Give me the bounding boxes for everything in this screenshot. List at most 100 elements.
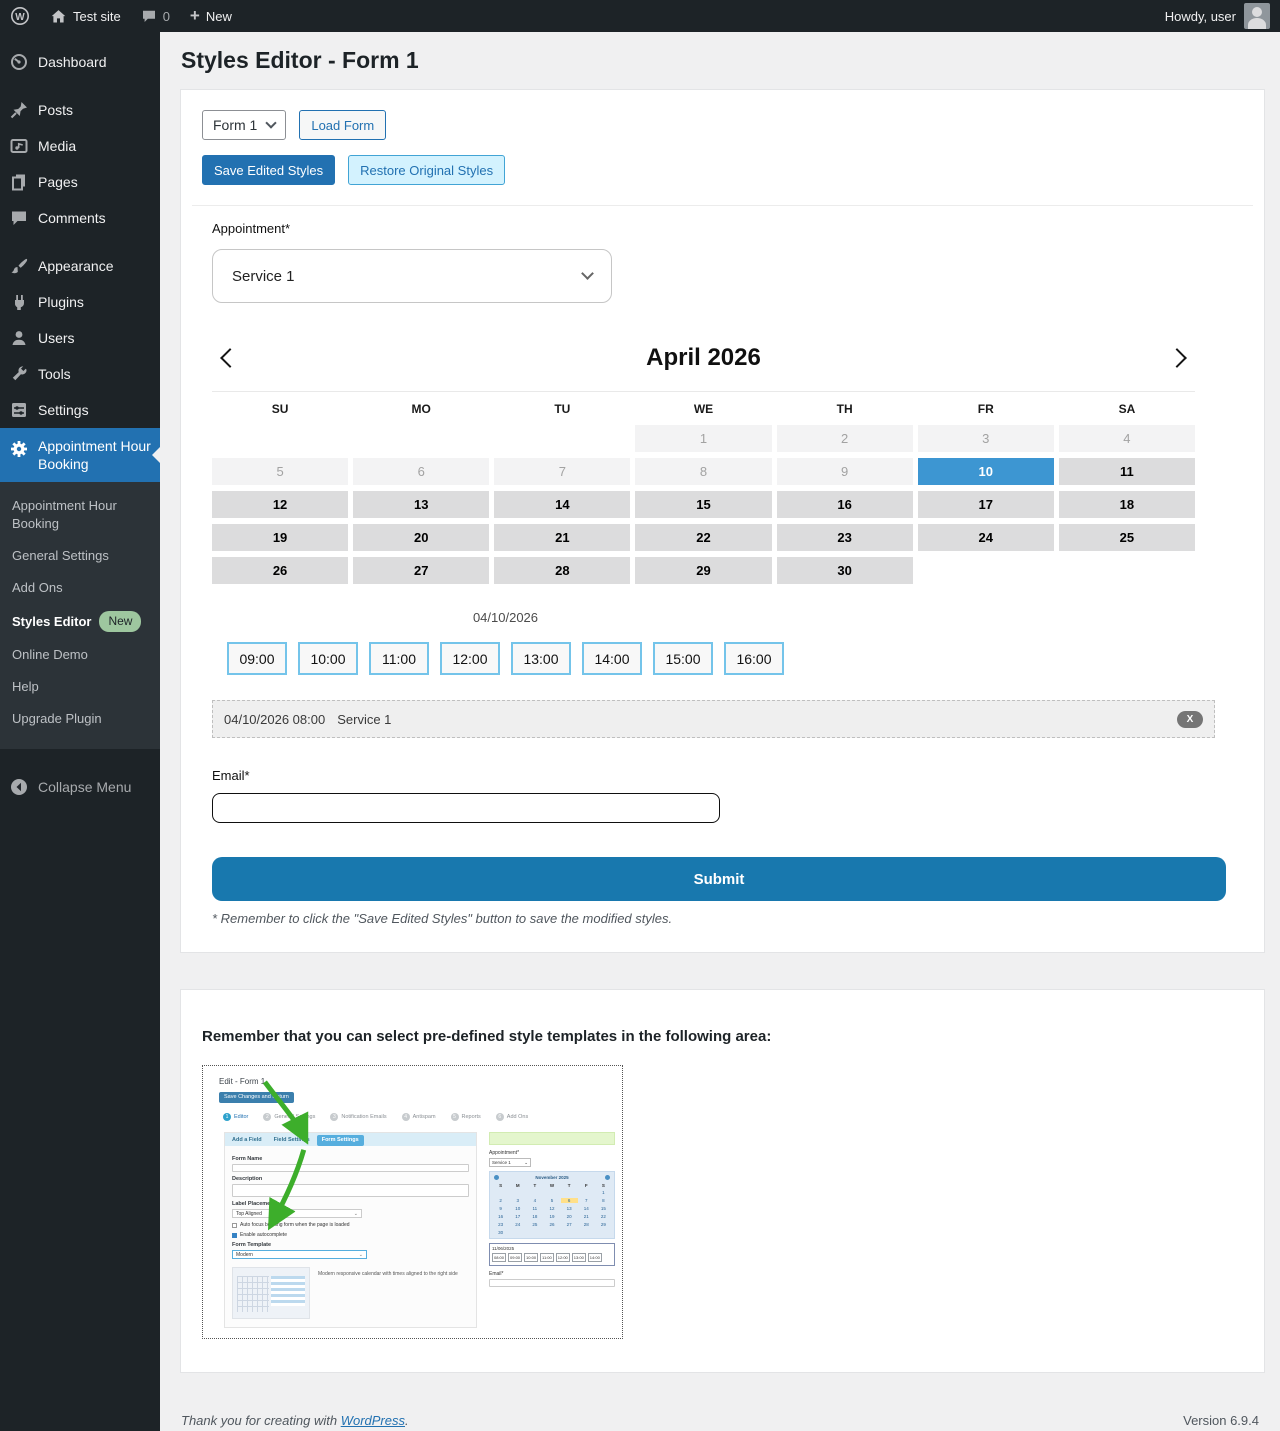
sidebar-item-plugins[interactable]: Plugins bbox=[0, 284, 160, 320]
new-badge: New bbox=[99, 611, 142, 632]
wordpress-link[interactable]: WordPress bbox=[340, 1413, 405, 1428]
thumb-calendar-numbers: 1 2 3 4 5 6 7 8 9 10 11 12 13 14 15 16 17 18 19 20 21 22 23 24 2… bbox=[498, 1190, 606, 1235]
wrench-icon bbox=[12, 366, 27, 381]
submenu-add-ons[interactable]: Add Ons bbox=[12, 580, 63, 595]
restore-original-styles-button[interactable]: Restore Original Styles bbox=[348, 155, 506, 185]
calendar-day[interactable]: 23 bbox=[776, 524, 913, 551]
calendar-day[interactable]: 29 bbox=[635, 557, 772, 584]
time-slot-button[interactable]: 13:00 bbox=[511, 642, 571, 675]
calendar-day bbox=[494, 425, 630, 452]
next-month-button[interactable] bbox=[1165, 343, 1195, 373]
calendar-day[interactable]: 17 bbox=[917, 491, 1054, 518]
thumb-tabs: 1 Editor 2 General Settings 3 Notification Em… bbox=[223, 1113, 616, 1121]
day-header: MO bbox=[411, 402, 431, 416]
new-label: New bbox=[205, 8, 232, 24]
submenu-general-settings[interactable]: General Settings bbox=[12, 548, 109, 563]
calendar-grid: 1 2 3 4 5 6 7 8 9 10 11 12 13 14 15 16 17 18 19 20 21 22 23 24 2… bbox=[212, 425, 1195, 584]
calendar-day[interactable]: 10 bbox=[917, 458, 1054, 485]
sidebar-item-comments[interactable]: Comments bbox=[0, 200, 160, 236]
sidebar-item-settings[interactable]: Settings bbox=[0, 392, 160, 428]
comment-icon bbox=[12, 211, 26, 225]
calendar-day[interactable]: 26 bbox=[212, 557, 349, 584]
remove-booking-button[interactable]: X bbox=[1177, 710, 1203, 728]
time-slot-button[interactable]: 16:00 bbox=[724, 642, 784, 675]
form-select[interactable]: Form 1 bbox=[202, 110, 287, 140]
calendar-day[interactable]: 12 bbox=[212, 491, 349, 518]
settings-icon bbox=[12, 403, 26, 417]
site-name-link[interactable]: Test site bbox=[40, 0, 131, 32]
submenu-styles-editor[interactable]: Styles Editor New bbox=[0, 604, 160, 639]
thumb-template-preview-image bbox=[232, 1267, 310, 1319]
time-slot-button[interactable]: 10:00 bbox=[298, 642, 358, 675]
svg-text:W: W bbox=[15, 12, 25, 23]
time-slot-button[interactable]: 14:00 bbox=[582, 642, 642, 675]
admin-sidebar: Dashboard Posts Media Pages Comments App… bbox=[0, 32, 160, 1431]
sidebar-item-dashboard[interactable]: Dashboard bbox=[0, 44, 160, 80]
prev-month-button[interactable] bbox=[212, 343, 242, 373]
calendar-day[interactable]: 27 bbox=[353, 557, 490, 584]
thumb-tab: 4 Antispam bbox=[401, 1113, 436, 1121]
calendar-month-title: April 2026 bbox=[646, 344, 761, 371]
comments-shortcut[interactable]: 0 bbox=[131, 0, 180, 32]
paintbrush-icon bbox=[11, 258, 28, 274]
thumb-tab: 5 Reports bbox=[450, 1113, 481, 1121]
day-header: FR bbox=[977, 402, 994, 416]
calendar-day[interactable]: 22 bbox=[635, 524, 772, 551]
wordpress-logo-icon[interactable]: W bbox=[0, 0, 40, 32]
time-slot-button[interactable]: 11:00 bbox=[369, 642, 429, 675]
submenu-help[interactable]: Help bbox=[12, 679, 39, 694]
submenu-upgrade-plugin[interactable]: Upgrade Plugin bbox=[12, 711, 102, 726]
calendar-day: 9 bbox=[776, 458, 913, 485]
calendar-day[interactable]: 24 bbox=[917, 524, 1054, 551]
collapse-menu-button[interactable]: Collapse Menu bbox=[0, 767, 160, 807]
sidebar-item-appearance[interactable]: Appearance bbox=[0, 248, 160, 284]
chevron-down-icon bbox=[265, 117, 278, 129]
thumb-subtabs: Add a Field Field Settings Form Settings bbox=[225, 1133, 476, 1146]
submenu-online-demo[interactable]: Online Demo bbox=[12, 647, 88, 662]
email-field[interactable] bbox=[212, 793, 720, 823]
plugin-icon bbox=[14, 295, 24, 310]
calendar-day[interactable]: 25 bbox=[1058, 524, 1195, 551]
sidebar-item-pages[interactable]: Pages bbox=[0, 164, 160, 200]
time-slot-button[interactable]: 15:00 bbox=[653, 642, 713, 675]
site-name-label: Test site bbox=[73, 8, 121, 24]
sidebar-item-appointment-hour-booking[interactable]: Appointment Hour Booking bbox=[0, 428, 160, 482]
account-menu[interactable]: Howdy, user bbox=[1155, 0, 1280, 32]
sidebar-item-tools[interactable]: Tools bbox=[0, 356, 160, 392]
calendar-day[interactable]: 21 bbox=[494, 524, 631, 551]
save-edited-styles-button[interactable]: Save Edited Styles bbox=[202, 155, 336, 185]
calendar-day[interactable]: 30 bbox=[776, 557, 913, 584]
calendar-day[interactable]: 28 bbox=[494, 557, 631, 584]
calendar-day[interactable]: 13 bbox=[353, 491, 490, 518]
calendar-day[interactable]: 20 bbox=[353, 524, 490, 551]
sidebar-item-posts[interactable]: Posts bbox=[0, 92, 160, 128]
submit-button[interactable]: Submit bbox=[212, 857, 1226, 901]
submenu-appointment-hour-booking[interactable]: Appointment Hour Booking bbox=[12, 498, 117, 531]
service-select[interactable]: Service 1 bbox=[212, 249, 612, 303]
calendar-day[interactable]: 15 bbox=[635, 491, 772, 518]
calendar-day bbox=[918, 557, 1054, 584]
page-title: Styles Editor - Form 1 bbox=[181, 47, 419, 73]
load-form-button[interactable]: Load Form bbox=[299, 110, 387, 140]
calendar-day[interactable]: 19 bbox=[212, 524, 349, 551]
sidebar-item-media[interactable]: Media bbox=[0, 128, 160, 164]
time-slot-button[interactable]: 12:00 bbox=[440, 642, 500, 675]
thumb-tab: 6 Add Ons bbox=[495, 1113, 528, 1121]
admin-bar: W Test site 0 + New Howdy, user bbox=[0, 0, 1280, 32]
calendar-day[interactable]: 14 bbox=[494, 491, 631, 518]
calendar-day[interactable]: 11 bbox=[1058, 458, 1195, 485]
time-slot-button[interactable]: 09:00 bbox=[227, 642, 287, 675]
booking-datetime: 04/10/2026 08:00 bbox=[224, 711, 326, 727]
sidebar-item-users[interactable]: Users bbox=[0, 320, 160, 356]
comment-bubble-icon bbox=[142, 10, 155, 22]
templates-hint-heading: Remember that you can select pre-defined… bbox=[202, 1028, 772, 1045]
calendar-day: 7 bbox=[494, 458, 631, 485]
calendar-day: 4 bbox=[1058, 425, 1195, 452]
user-icon bbox=[12, 331, 26, 345]
calendar-day[interactable]: 16 bbox=[776, 491, 913, 518]
thumb-tab: 3 Notification Emails bbox=[330, 1113, 387, 1121]
new-content-button[interactable]: + New bbox=[180, 0, 242, 32]
calendar-day[interactable]: 18 bbox=[1058, 491, 1195, 518]
